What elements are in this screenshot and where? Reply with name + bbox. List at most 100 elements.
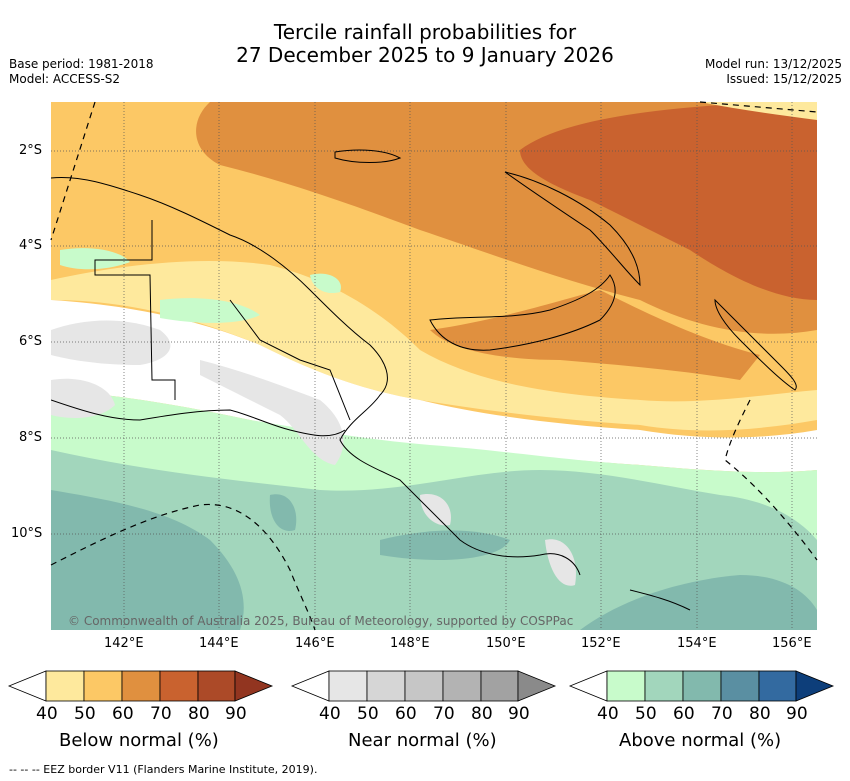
eez-footnote: -- -- -- EEZ border V11 (Flanders Marine…: [9, 763, 318, 776]
colorbar-below: [7, 670, 274, 702]
lon-label-142e: 142°E: [104, 636, 144, 651]
below-70-80-field: [520, 105, 817, 300]
model-run: Model run: 13/12/2025: [704, 57, 842, 71]
cb-below-tick: 80: [188, 704, 210, 724]
cb-above-arrow-low: [568, 670, 608, 702]
cb-near-title: Near normal (%): [348, 730, 497, 751]
eez-north-east: [699, 101, 818, 113]
lon-label-150e: 150°E: [486, 636, 526, 651]
cb-below-tick: 50: [74, 704, 96, 724]
cb-below-title: Below normal (%): [59, 730, 219, 751]
below-40-50-band: [51, 260, 817, 431]
colorbar-near: [290, 670, 557, 702]
cb-near-tick: 70: [433, 704, 455, 724]
new-guinea-south-coast: [51, 399, 346, 437]
cb-below-70-80: [159, 670, 199, 702]
cb-below-60-70: [121, 670, 161, 702]
lon-label-144e: 144°E: [199, 636, 239, 651]
cb-near-40-50: [328, 670, 368, 702]
near-40-50-patch-3: [51, 378, 115, 418]
cb-near-tick: 50: [357, 704, 379, 724]
cb-above-80-90: [758, 670, 797, 702]
above-60-70-patch: [269, 494, 297, 531]
new-ireland: [504, 171, 641, 287]
lon-label-146e: 146°E: [295, 636, 335, 651]
no-dominant-band: [51, 300, 817, 473]
eez-north-west: [50, 101, 96, 241]
title-line-2: 27 December 2025 to 9 January 2026: [236, 43, 614, 67]
lat-label-2s: 2°S: [19, 143, 43, 158]
cb-below-80-90: [197, 670, 236, 702]
below-40-50-ne: [700, 102, 817, 120]
lon-label-148e: 148°E: [390, 636, 430, 651]
cb-near-tick: 90: [508, 704, 530, 724]
cb-above-50-60: [644, 670, 684, 702]
cb-near-tick: 80: [471, 704, 493, 724]
meta-right: Model run: 13/12/2025 Issued: 15/12/2025: [705, 57, 842, 87]
above-40-50-north-2: [160, 298, 260, 323]
border-central: [229, 299, 351, 421]
cb-above-40-50: [606, 670, 646, 702]
cb-near-arrow-low: [290, 670, 330, 702]
cb-near-70-80: [442, 670, 482, 702]
model-name: Model: ACCESS-S2: [9, 72, 121, 86]
title-line-1: Tercile rainfall probabilities for: [273, 20, 577, 44]
lon-label-154e: 154°E: [677, 636, 717, 651]
near-40-50-patch-5: [545, 539, 576, 586]
cb-below-tick: 60: [112, 704, 134, 724]
new-britain: [429, 274, 616, 351]
near-40-50-patch-1: [51, 320, 171, 365]
cb-near-tick: 60: [395, 704, 417, 724]
cb-above-tick: 50: [635, 704, 657, 724]
province-borders: [94, 220, 351, 421]
lon-label-152e: 152°E: [581, 636, 621, 651]
base-period: Base period: 1981-2018: [9, 57, 154, 71]
new-guinea-north-coast: [51, 176, 581, 576]
eez-south-west: [50, 503, 316, 631]
above-60-70-central: [380, 530, 510, 560]
cb-near-arrow-high: [517, 670, 557, 702]
cb-below-tick: 90: [225, 704, 247, 724]
below-60-70-tongue: [430, 290, 760, 380]
cb-below-arrow-low: [7, 670, 47, 702]
manus-island: [334, 149, 402, 163]
probability-fields: [51, 102, 817, 630]
bougainville: [714, 298, 797, 391]
solomon-islands: [629, 589, 691, 611]
graticule: [51, 102, 817, 630]
above-40-50-north-3: [310, 273, 341, 294]
eez-south-east: [724, 399, 818, 561]
eez-border: [50, 101, 818, 631]
cb-below-40-50: [45, 670, 85, 702]
cb-below-tick: 40: [36, 704, 58, 724]
cb-above-70-80: [720, 670, 760, 702]
cb-above-tick: 80: [749, 704, 771, 724]
cb-above-tick: 70: [711, 704, 733, 724]
lat-label-8s: 8°S: [19, 430, 43, 445]
lat-label-10s: 10°S: [11, 526, 43, 541]
cb-above-tick: 60: [673, 704, 695, 724]
near-40-50-patch-4: [420, 494, 451, 526]
issued-date: Issued: 15/12/2025: [726, 72, 842, 86]
above-40-50-north-1: [60, 248, 130, 270]
near-40-50-patch-2: [200, 360, 344, 465]
cb-near-50-60: [366, 670, 406, 702]
cb-below-50-60: [83, 670, 123, 702]
lat-label-4s: 4°S: [19, 238, 43, 253]
cb-below-tick: 70: [150, 704, 172, 724]
copyright-notice: © Commonwealth of Australia 2025, Bureau…: [68, 614, 574, 628]
cb-above-arrow-high: [795, 670, 835, 702]
cb-near-60-70: [404, 670, 444, 702]
cb-near-tick: 40: [319, 704, 341, 724]
border-west: [94, 220, 176, 400]
cb-above-tick: 90: [786, 704, 808, 724]
lon-label-156e: 156°E: [772, 636, 812, 651]
meta-left: Base period: 1981-2018 Model: ACCESS-S2: [9, 57, 154, 87]
lat-label-6s: 6°S: [19, 334, 43, 349]
cb-near-80-90: [480, 670, 519, 702]
coastlines: [51, 149, 797, 611]
cb-below-arrow-high: [234, 670, 274, 702]
above-60-70-se: [580, 575, 817, 630]
colorbar-above: [568, 670, 835, 702]
